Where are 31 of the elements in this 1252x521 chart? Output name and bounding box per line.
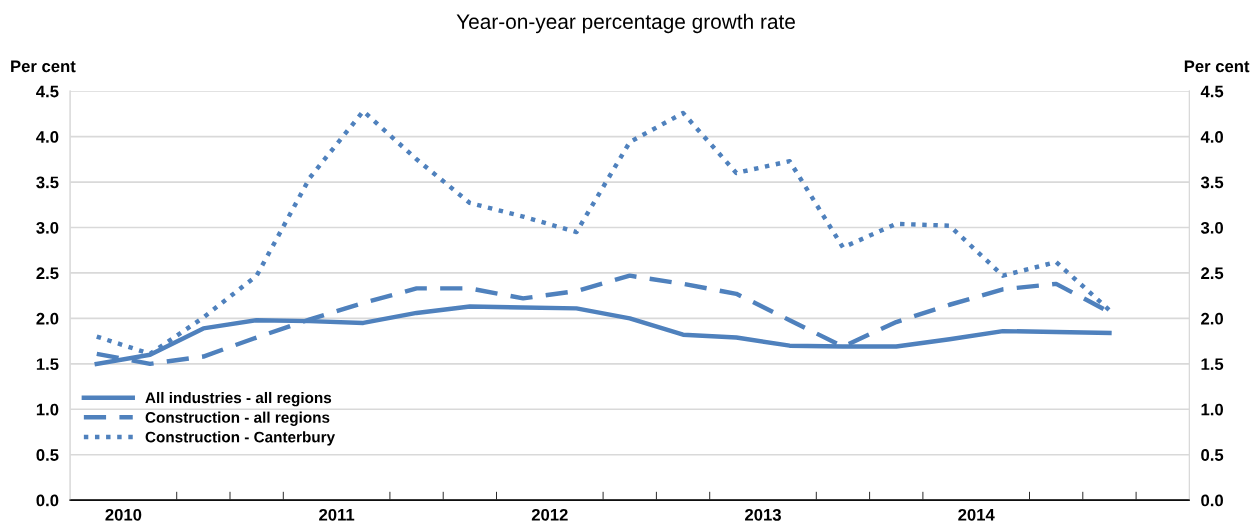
y-axis-title: Per cent	[11, 60, 76, 73]
x-tick-label: 2013	[745, 508, 781, 521]
y2-tick-label: 4.0	[1200, 131, 1223, 143]
chart-title: Year-on-year percentage growth rate	[456, 13, 795, 34]
y-tick-label: 4.0	[36, 131, 59, 143]
y-tick-label: 3.5	[36, 176, 59, 189]
y2-axis-title: Per cent	[1184, 60, 1250, 73]
y2-tick-label: 2.5	[1201, 267, 1224, 280]
legend-label: All industries - all regions	[145, 391, 332, 407]
y2-tick-label: 1.5	[1201, 358, 1224, 371]
y2-tick-label: 4.5	[1200, 85, 1224, 98]
y-tick-label: 2.0	[36, 312, 59, 325]
y-tick-label: 2.5	[36, 267, 59, 280]
y2-tick-label: 3.0	[1200, 221, 1223, 234]
legend-label: Construction - Canterbury	[145, 431, 336, 446]
y-tick-label: 3.0	[36, 221, 59, 234]
y-tick-label: 0.5	[36, 449, 59, 461]
y2-tick-label: 2.0	[1201, 312, 1223, 325]
x-tick-label: 2011	[319, 508, 355, 521]
y2-tick-label: 1.0	[1201, 403, 1223, 416]
x-tick-label: 2012	[531, 508, 568, 521]
x-tick-label: 2014	[958, 508, 995, 521]
y2-tick-label: 0.5	[1201, 449, 1224, 461]
y-tick-label: 0.0	[36, 494, 59, 507]
y-tick-label: 1.0	[36, 403, 59, 416]
y2-tick-label: 0.0	[1201, 494, 1223, 507]
y-tick-label: 1.5	[36, 358, 59, 371]
y-tick-label: 4.5	[36, 85, 59, 98]
x-tick-label: 2010	[105, 508, 142, 521]
legend-label: Construction - all regions	[145, 411, 330, 426]
y2-tick-label: 3.5	[1200, 176, 1224, 189]
